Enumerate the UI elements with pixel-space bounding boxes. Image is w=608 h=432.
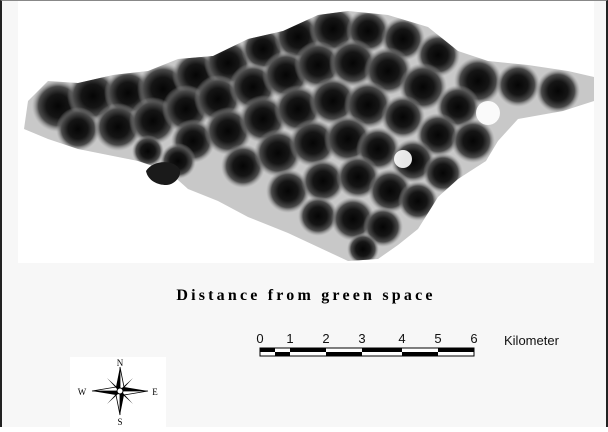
scale-tick-label: 1	[286, 331, 293, 346]
distance-raster-map	[24, 11, 594, 261]
map-panel	[18, 1, 594, 263]
scale-tick-label: 6	[470, 331, 477, 346]
scale-unit-label: Kilometer	[504, 333, 559, 348]
map-title: Distance from green space	[176, 287, 436, 304]
scale-bar-segments	[259, 347, 475, 357]
north-arrow-box: N S E W	[70, 357, 166, 428]
scale-tick-label: 0	[256, 331, 263, 346]
compass-west-label: W	[78, 387, 87, 397]
scale-tick-label: 2	[322, 331, 329, 346]
scale-tick-label: 4	[398, 331, 405, 346]
scale-bar: 0 1 2 3 4 5 6	[256, 331, 478, 357]
scale-tick-label: 5	[434, 331, 441, 346]
region-raster	[24, 11, 594, 261]
scale-tick-label: 3	[358, 331, 365, 346]
compass-south-label: S	[117, 417, 122, 427]
compass-east-label: E	[152, 387, 158, 397]
compass-rose-icon: N S E W	[78, 358, 159, 427]
small-island	[146, 162, 181, 185]
compass-north-label: N	[117, 358, 124, 368]
